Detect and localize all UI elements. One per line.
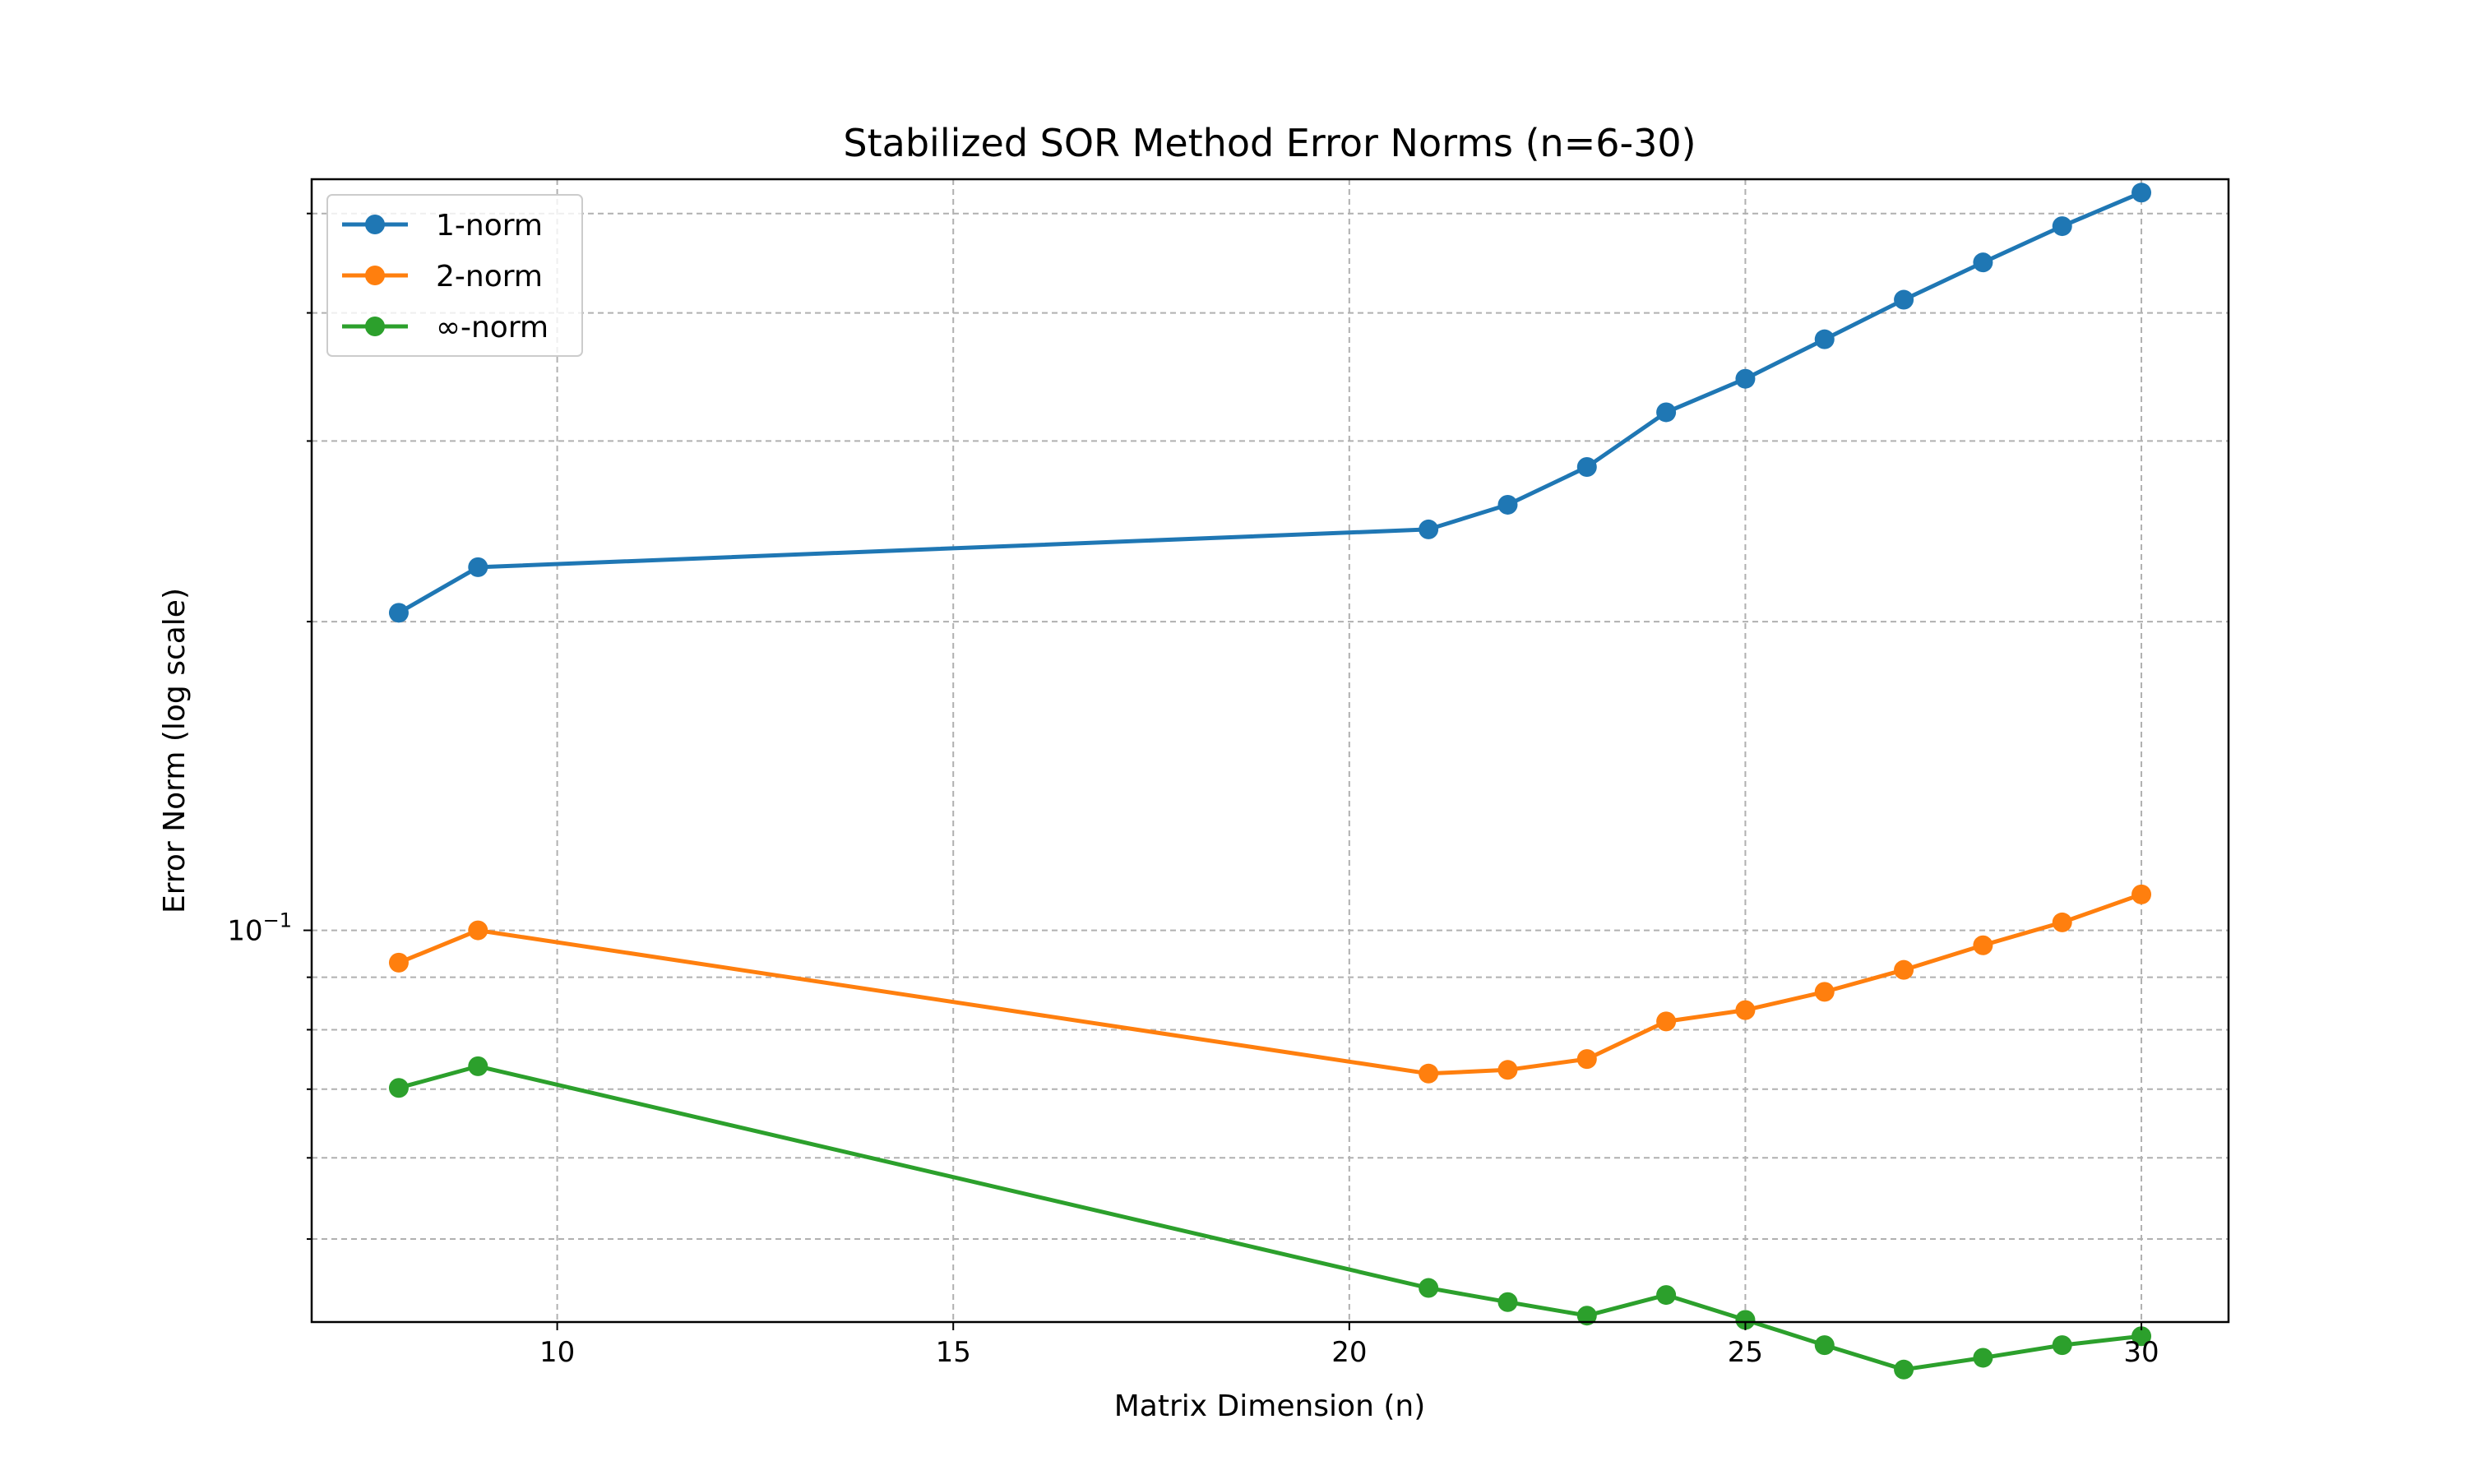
series-1-point <box>1894 289 1914 310</box>
series-2-point <box>2131 884 2152 904</box>
legend-label-3: ∞-norm <box>436 311 548 344</box>
series-3-point <box>468 1056 488 1076</box>
plot-area-frame <box>310 178 2230 1324</box>
series-2-point <box>1576 1049 1597 1070</box>
series-3-point <box>1814 1335 1835 1356</box>
series-3-line <box>396 1064 2144 1372</box>
series-3-point <box>2052 1335 2072 1356</box>
legend-label-2: 2-norm <box>436 260 543 294</box>
series-1-point <box>1735 368 1756 389</box>
x-tick-label: 15 <box>936 1336 971 1369</box>
series-3-point <box>1576 1306 1597 1326</box>
series-1-line <box>396 190 2144 615</box>
series-1 <box>388 183 2152 623</box>
tick-layer: 10 15 20 25 30 10−1 <box>227 212 2159 1369</box>
series-2-point <box>468 920 488 941</box>
legend-marker-2 <box>365 266 385 285</box>
series-3-point <box>1894 1359 1914 1380</box>
series-1-point <box>1656 402 1677 423</box>
series-2-line <box>396 892 2144 1076</box>
series-2-point <box>1973 935 1993 955</box>
series-1-point <box>2052 216 2072 237</box>
legend-box <box>326 194 583 357</box>
series-3-point <box>1656 1285 1677 1306</box>
series-3-point <box>1497 1292 1518 1312</box>
series-1-point <box>1497 494 1518 515</box>
series-2-point <box>1419 1063 1439 1084</box>
series-2-point <box>1735 1000 1756 1020</box>
series-3-point <box>388 1078 409 1098</box>
x-tick-label: 20 <box>1331 1336 1367 1369</box>
chart-title: Stabilized SOR Method Error Norms (n=6-3… <box>843 121 1696 165</box>
series-2-point <box>1814 982 1835 1002</box>
y-tick-label: 10−1 <box>227 909 292 948</box>
series-2-point <box>1497 1060 1518 1080</box>
series-layer <box>388 183 2152 1380</box>
legend-marker-1 <box>365 215 385 234</box>
x-tick-label: 10 <box>539 1336 575 1369</box>
legend-marker-3 <box>365 317 385 336</box>
series-2-point <box>388 952 409 973</box>
series-3 <box>388 1056 2152 1380</box>
x-tick-label: 30 <box>2123 1336 2159 1369</box>
series-1-point <box>468 557 488 577</box>
series-1-point <box>1973 252 1993 273</box>
legend-label-1: 1-norm <box>436 209 543 243</box>
series-1-point <box>2131 183 2152 203</box>
series-1-point <box>1419 519 1439 539</box>
series-3-point <box>1419 1278 1439 1298</box>
series-3-point <box>1973 1348 1993 1368</box>
series-2 <box>388 884 2152 1084</box>
series-1-point <box>388 603 409 623</box>
series-1-point <box>1814 329 1835 349</box>
y-axis-label: Error Norm (log scale) <box>158 588 192 913</box>
x-axis-label: Matrix Dimension (n) <box>1114 1389 1426 1423</box>
legend: 1-norm 2-norm ∞-norm <box>326 194 583 357</box>
series-3-point <box>2131 1326 2152 1347</box>
series-2-point <box>1656 1011 1677 1032</box>
series-2-point <box>1894 959 1914 980</box>
x-tick-label: 25 <box>1728 1336 1763 1369</box>
series-2-point <box>2052 912 2072 932</box>
series-3-point <box>1735 1310 1756 1330</box>
series-1-point <box>1576 457 1597 478</box>
